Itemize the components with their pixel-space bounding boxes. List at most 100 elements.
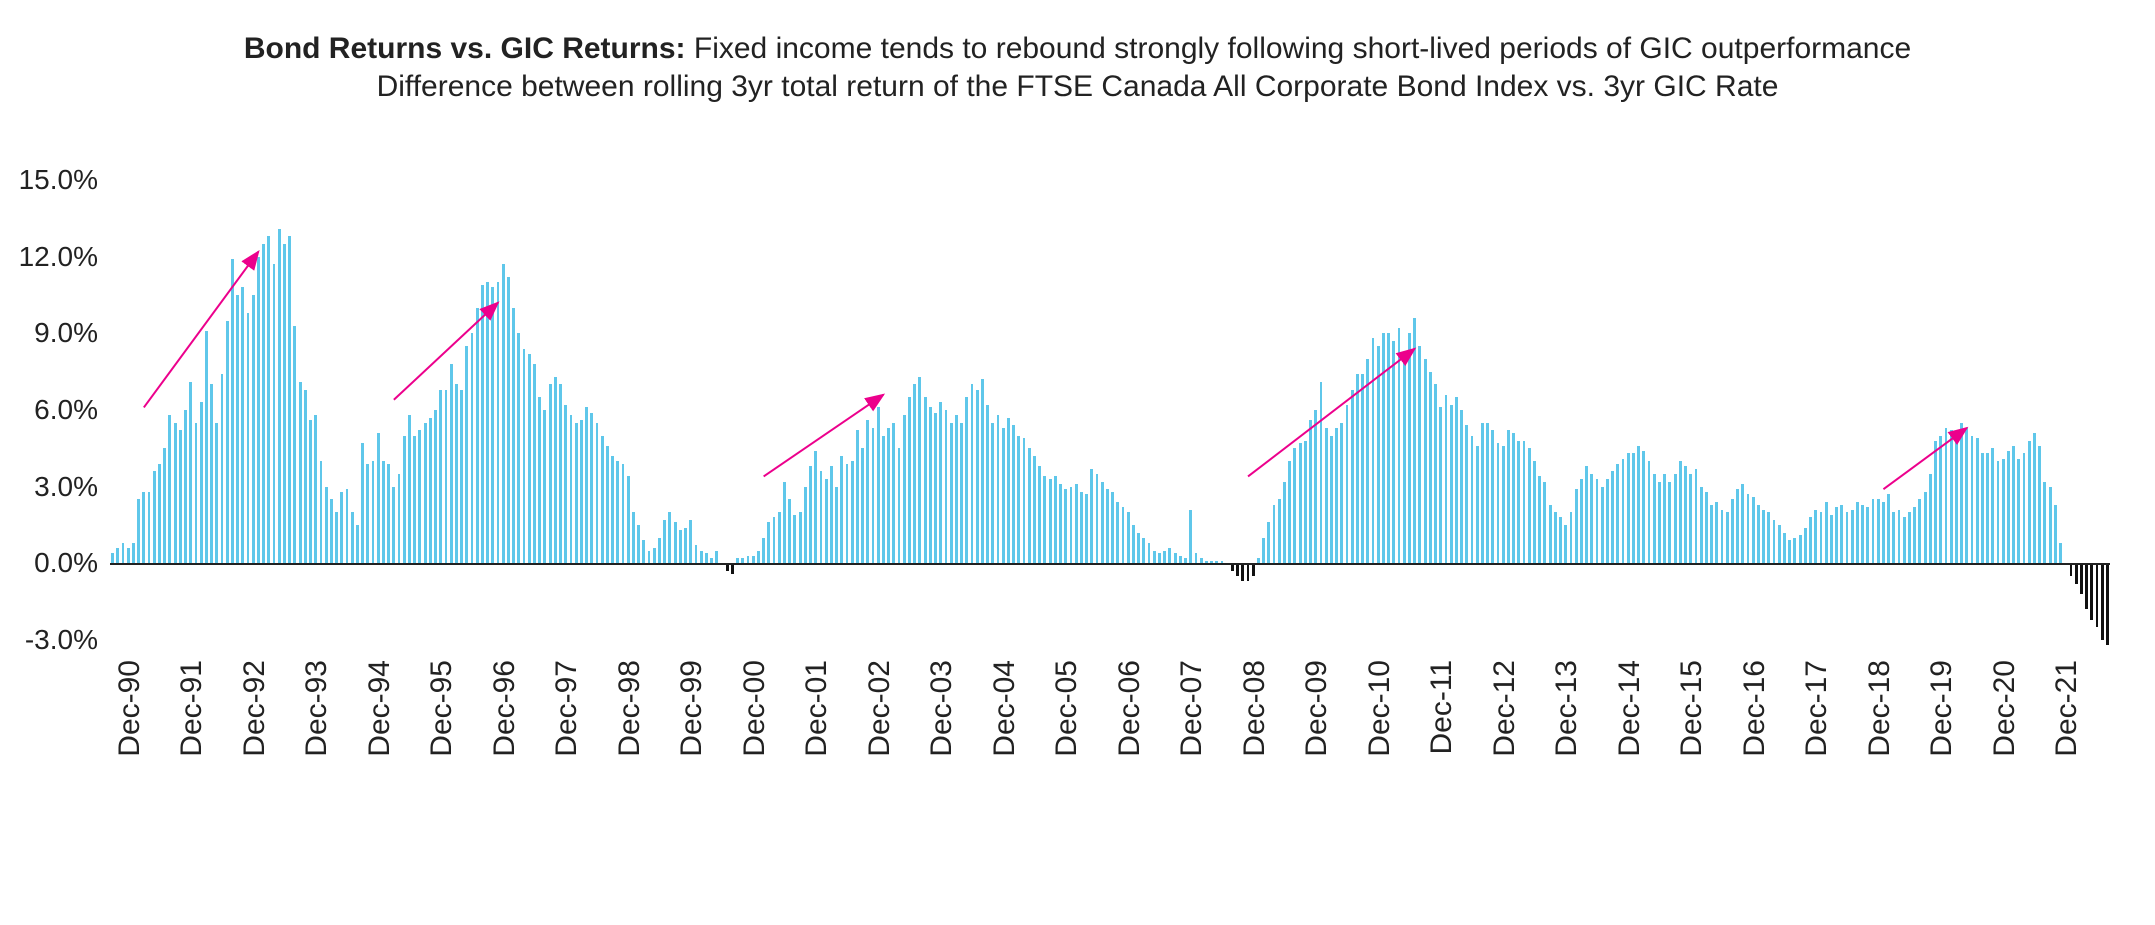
bar <box>1752 497 1755 563</box>
x-tick-label: Dec-90 <box>113 660 147 757</box>
bar <box>1096 474 1099 563</box>
bar <box>747 556 750 564</box>
bar <box>1418 346 1421 563</box>
x-tick-label: Dec-01 <box>800 660 834 757</box>
bars-layer <box>110 180 2110 640</box>
bar <box>1293 448 1296 563</box>
bar <box>663 520 666 563</box>
bar <box>512 308 515 564</box>
bar <box>1189 510 1192 564</box>
bar <box>163 448 166 563</box>
bar <box>997 415 1000 563</box>
bar <box>882 436 885 564</box>
bar <box>1054 476 1057 563</box>
bar <box>1403 354 1406 564</box>
bar <box>1872 499 1875 563</box>
bar <box>570 415 573 563</box>
bar <box>1674 474 1677 563</box>
bar <box>1835 507 1838 563</box>
x-tick-label: Dec-12 <box>1488 660 1522 757</box>
bar <box>1070 487 1073 564</box>
bar <box>1429 372 1432 564</box>
bar <box>773 517 776 563</box>
bar <box>215 423 218 564</box>
bar <box>1658 482 1661 564</box>
bar <box>1851 510 1854 564</box>
bar <box>986 405 989 563</box>
bar <box>418 430 421 563</box>
bar <box>939 402 942 563</box>
bar <box>1913 507 1916 563</box>
x-tick-label: Dec-03 <box>925 660 959 757</box>
bar <box>1773 520 1776 563</box>
bar <box>793 515 796 564</box>
bar <box>200 402 203 563</box>
bar <box>1304 441 1307 564</box>
bar <box>1507 430 1510 563</box>
bar <box>2080 563 2083 594</box>
bar <box>236 295 239 563</box>
bar <box>267 236 270 563</box>
bar <box>1533 461 1536 563</box>
bar <box>1689 474 1692 563</box>
bar <box>403 436 406 564</box>
bar <box>445 390 448 564</box>
bar <box>877 407 880 563</box>
bar <box>1783 533 1786 564</box>
bar <box>934 413 937 564</box>
bar <box>450 364 453 563</box>
bar <box>1023 438 1026 563</box>
bar <box>1585 466 1588 563</box>
bar <box>1346 405 1349 563</box>
bar <box>549 384 552 563</box>
bar <box>1997 461 2000 563</box>
bar <box>127 548 130 563</box>
bar <box>1840 505 1843 564</box>
bar <box>1299 443 1302 563</box>
bar <box>1028 448 1031 563</box>
bar <box>1059 484 1062 563</box>
bar <box>1153 551 1156 564</box>
bar <box>335 512 338 563</box>
chart-title-block: Bond Returns vs. GIC Returns: Fixed inco… <box>0 0 2155 105</box>
bar <box>840 456 843 563</box>
bar <box>866 420 869 563</box>
bar <box>1799 535 1802 563</box>
bar <box>580 420 583 563</box>
bar <box>1700 487 1703 564</box>
bar <box>1830 515 1833 564</box>
bar <box>1392 341 1395 563</box>
bar <box>1976 438 1979 563</box>
bar <box>1127 512 1130 563</box>
bar <box>1971 436 1974 564</box>
bar <box>554 377 557 564</box>
bar <box>1580 479 1583 563</box>
bar <box>1017 436 1020 564</box>
bar <box>257 257 260 564</box>
bar <box>1945 428 1948 563</box>
x-tick-label: Dec-19 <box>1925 660 1959 757</box>
bar <box>757 551 760 564</box>
bar <box>1158 553 1161 563</box>
bar <box>523 349 526 564</box>
bar <box>1934 441 1937 564</box>
x-tick-label: Dec-09 <box>1300 660 1334 757</box>
bar <box>1330 436 1333 564</box>
bar <box>179 430 182 563</box>
bar <box>965 397 968 563</box>
bar <box>2096 563 2099 627</box>
bar <box>502 264 505 563</box>
bar <box>1825 502 1828 563</box>
bar <box>1361 374 1364 563</box>
bar <box>1986 453 1989 563</box>
bar <box>1283 482 1286 564</box>
bar <box>293 326 296 564</box>
x-tick-label: Dec-07 <box>1175 660 1209 757</box>
chart-title-bold: Bond Returns vs. GIC Returns: <box>244 32 686 65</box>
bar <box>2043 482 2046 564</box>
bar <box>1866 507 1869 563</box>
bar <box>585 407 588 563</box>
bar <box>762 538 765 564</box>
x-tick-label: Dec-92 <box>238 660 272 757</box>
bar <box>1049 479 1052 563</box>
